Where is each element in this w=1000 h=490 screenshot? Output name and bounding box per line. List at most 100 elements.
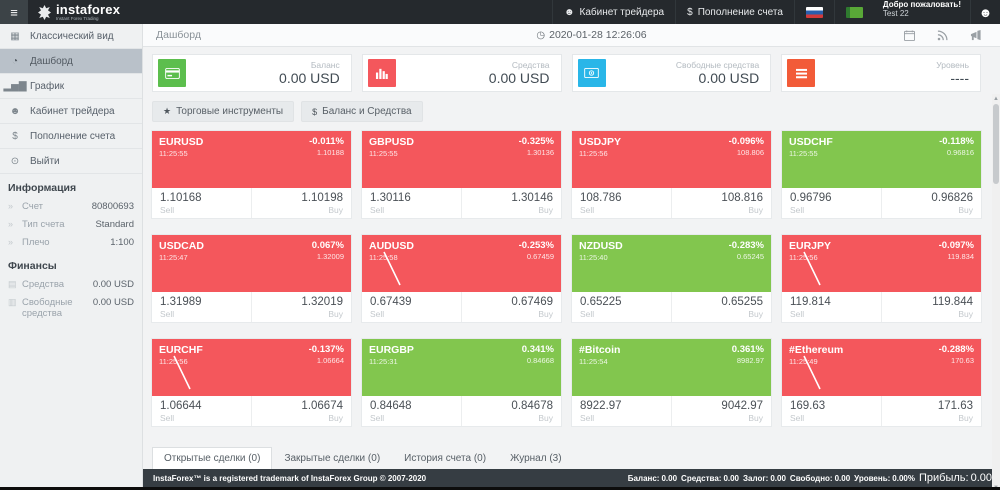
quote-tile-header[interactable]: USDCHF 11:25:55 -0.118% 0.96816 [782, 131, 981, 188]
trading-instruments-button[interactable]: ★ Торговые инструменты [152, 101, 295, 122]
sell-button[interactable]: 8922.97 Sell [572, 396, 671, 426]
last-quote: 119.834 [947, 252, 974, 261]
quote-tile-header[interactable]: #Bitcoin 11:25:54 0.361% 8982.97 [572, 339, 771, 396]
balance-funds-button[interactable]: $ Баланс и Средства [301, 101, 423, 122]
calendar-icon[interactable] [904, 29, 915, 41]
language-russian-button[interactable] [793, 0, 834, 24]
account-stat: Средства: 0.00 [681, 474, 739, 483]
change-percent: -0.253% [518, 240, 554, 251]
sell-button[interactable]: 0.67439 Sell [362, 292, 461, 322]
quote-tile[interactable]: #Bitcoin 11:25:54 0.361% 8982.97 8922.97… [572, 339, 771, 426]
scroll-up-icon[interactable]: ▲ [993, 95, 999, 102]
quote-tile-header[interactable]: #Ethereum 11:25:49 -0.288% 170.63 [782, 339, 981, 396]
tab[interactable]: Журнал (3) [498, 447, 574, 469]
stat-label: Средства: [681, 473, 722, 483]
sell-button[interactable]: 1.10168 Sell [152, 188, 251, 218]
sell-button[interactable]: 119.814 Sell [782, 292, 881, 322]
equity-icon: ▤ [8, 278, 17, 289]
tab[interactable]: История счета (0) [392, 447, 498, 469]
sidebar-item-label: Выйти [30, 155, 60, 167]
buy-price: 1.32019 [301, 296, 343, 308]
buy-button[interactable]: 119.844 Buy [881, 292, 981, 322]
quote-tile-header[interactable]: EURGBP 11:25:31 0.341% 0.84668 [362, 339, 561, 396]
language-secondary-button[interactable] [833, 0, 874, 24]
sell-price: 1.10168 [160, 192, 202, 204]
quote-tile-header[interactable]: USDCAD 11:25:47 0.067% 1.32009 [152, 235, 351, 292]
quote-tile[interactable]: #Ethereum 11:25:49 -0.288% 170.63 169.63… [782, 339, 981, 426]
app-logo[interactable]: instaforex Instant Forex Trading [28, 0, 130, 24]
buy-button[interactable]: 0.84678 Buy [461, 396, 561, 426]
quote-tile[interactable]: USDJPY 11:25:56 -0.096% 108.806 108.786 … [572, 131, 771, 218]
sell-button[interactable]: 0.65225 Sell [572, 292, 671, 322]
quote-tile[interactable]: GBPUSD 11:25:55 -0.325% 1.30136 1.30116 … [362, 131, 561, 218]
breadcrumb: Дашборд [156, 29, 201, 41]
scrollbar-thumb[interactable] [993, 104, 999, 184]
quote-tile[interactable]: EURJPY 11:25:56 -0.097% 119.834 119.814 … [782, 235, 981, 322]
quote-tile[interactable]: AUDUSD 11:25:58 -0.253% 0.67459 0.67439 … [362, 235, 561, 322]
quote-tile-header[interactable]: EURJPY 11:25:56 -0.097% 119.834 [782, 235, 981, 292]
last-quote: 1.30136 [526, 148, 554, 157]
buy-button[interactable]: 1.06674 Buy [251, 396, 351, 426]
level-value: ---- [950, 69, 969, 86]
welcome-text: Добро пожаловать! [882, 0, 961, 9]
sell-button[interactable]: 1.31989 Sell [152, 292, 251, 322]
quote-time: 11:25:40 [579, 253, 608, 262]
buy-button[interactable]: 1.10198 Buy [251, 188, 351, 218]
nav-trader-cabinet[interactable]: ☻ Кабинет трейдера [551, 0, 675, 24]
quote-tile[interactable]: USDCAD 11:25:47 0.067% 1.32009 1.31989 S… [152, 235, 351, 322]
tab[interactable]: Закрытые сделки (0) [272, 447, 392, 469]
buy-button[interactable]: 171.63 Buy [881, 396, 981, 426]
rss-icon[interactable] [937, 29, 948, 41]
quote-tile[interactable]: EURCHF 11:25:56 -0.137% 1.06664 1.06644 … [152, 339, 351, 426]
change-percent: -0.283% [728, 240, 764, 251]
sell-button[interactable]: 0.96796 Sell [782, 188, 881, 218]
sidebar-item[interactable]: ◔ Дашборд [0, 49, 142, 74]
sidebar-item-label: Пополнение счета [30, 130, 116, 142]
megaphone-icon[interactable] [970, 29, 982, 41]
sell-button[interactable]: 1.06644 Sell [152, 396, 251, 426]
sell-button[interactable]: 1.30116 Sell [362, 188, 461, 218]
buy-button[interactable]: 108.816 Buy [671, 188, 771, 218]
quote-tile-header[interactable]: GBPUSD 11:25:55 -0.325% 1.30136 [362, 131, 561, 188]
sidebar-item[interactable]: ▂▅▇ График [0, 74, 142, 99]
quote-tile[interactable]: EURGBP 11:25:31 0.341% 0.84668 0.84648 S… [362, 339, 561, 426]
sell-label: Sell [580, 309, 595, 319]
info-value: 1:100 [110, 236, 134, 248]
sell-button[interactable]: 169.63 Sell [782, 396, 881, 426]
quote-time: 11:25:47 [159, 253, 188, 262]
buy-button[interactable]: 0.67469 Buy [461, 292, 561, 322]
vertical-scrollbar[interactable]: ▲ ▼ [992, 94, 1000, 490]
sidebar-item[interactable]: ⊙ Выйти [0, 149, 142, 174]
info-label: Плечо [22, 236, 50, 248]
buy-button[interactable]: 1.32019 Buy [251, 292, 351, 322]
avatar-button[interactable]: ☻ [970, 0, 1000, 24]
buy-button[interactable]: 0.96826 Buy [881, 188, 981, 218]
sell-button[interactable]: 0.84648 Sell [362, 396, 461, 426]
sell-price: 0.96796 [790, 192, 832, 204]
sidebar: ▦ Классический вид ◔ Дашборд ▂▅▇ График … [0, 24, 143, 487]
datetime-value: 2020-01-28 12:26:06 [549, 29, 647, 41]
quote-tile-header[interactable]: EURUSD 11:25:55 -0.011% 1.10188 [152, 131, 351, 188]
sell-button[interactable]: 108.786 Sell [572, 188, 671, 218]
buy-button[interactable]: 0.65255 Buy [671, 292, 771, 322]
sidebar-item[interactable]: ▦ Классический вид [0, 24, 142, 49]
nav-deposit[interactable]: $ Пополнение счета [675, 0, 794, 24]
buy-button[interactable]: 1.30146 Buy [461, 188, 561, 218]
quote-tile[interactable]: NZDUSD 11:25:40 -0.283% 0.65245 0.65225 … [572, 235, 771, 322]
last-quote: 0.65245 [736, 252, 764, 261]
change-percent: -0.288% [938, 344, 974, 355]
tab[interactable]: Открытые сделки (0) [152, 447, 273, 469]
quote-tile[interactable]: USDCHF 11:25:55 -0.118% 0.96816 0.96796 … [782, 131, 981, 218]
last-quote: 0.96816 [946, 148, 974, 157]
quote-tile-header[interactable]: AUDUSD 11:25:58 -0.253% 0.67459 [362, 235, 561, 292]
quote-tile-header[interactable]: EURCHF 11:25:56 -0.137% 1.06664 [152, 339, 351, 396]
quote-tile-header[interactable]: USDJPY 11:25:56 -0.096% 108.806 [572, 131, 771, 188]
quote-tile[interactable]: EURUSD 11:25:55 -0.011% 1.10188 1.10168 … [152, 131, 351, 218]
sidebar-item[interactable]: ☻ Кабинет трейдера [0, 99, 142, 124]
free-funds-card: Свободные средства 0.00 USD [571, 54, 772, 92]
sidebar-item[interactable]: $ Пополнение счета [0, 124, 142, 149]
stat-value: 0.00% [892, 473, 915, 483]
quote-tile-header[interactable]: NZDUSD 11:25:40 -0.283% 0.65245 [572, 235, 771, 292]
sidebar-toggle-button[interactable]: ≡ [0, 0, 28, 24]
buy-button[interactable]: 9042.97 Buy [671, 396, 771, 426]
